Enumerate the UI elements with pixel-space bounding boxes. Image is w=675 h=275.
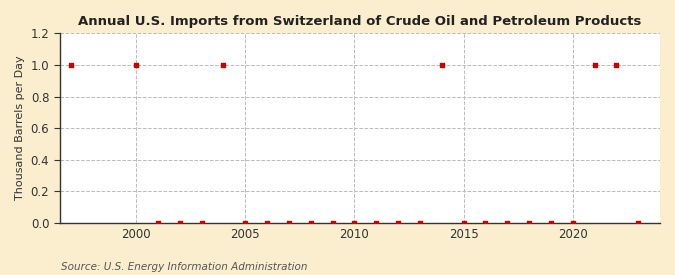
Point [502, 221, 512, 225]
Y-axis label: Thousand Barrels per Day: Thousand Barrels per Day [15, 56, 25, 200]
Point [196, 221, 207, 225]
Point [131, 63, 142, 67]
Text: Source: U.S. Energy Information Administration: Source: U.S. Energy Information Administ… [61, 262, 307, 272]
Point [327, 221, 338, 225]
Point [480, 221, 491, 225]
Point [305, 221, 316, 225]
Point [436, 63, 447, 67]
Point [545, 221, 556, 225]
Point [284, 221, 294, 225]
Point [174, 221, 185, 225]
Point [65, 63, 76, 67]
Point [262, 221, 273, 225]
Point [240, 221, 250, 225]
Point [414, 221, 425, 225]
Point [589, 63, 600, 67]
Point [349, 221, 360, 225]
Point [218, 63, 229, 67]
Point [153, 221, 163, 225]
Point [393, 221, 404, 225]
Point [458, 221, 469, 225]
Point [632, 221, 643, 225]
Point [371, 221, 381, 225]
Point [524, 221, 535, 225]
Point [611, 63, 622, 67]
Title: Annual U.S. Imports from Switzerland of Crude Oil and Petroleum Products: Annual U.S. Imports from Switzerland of … [78, 15, 641, 28]
Point [567, 221, 578, 225]
